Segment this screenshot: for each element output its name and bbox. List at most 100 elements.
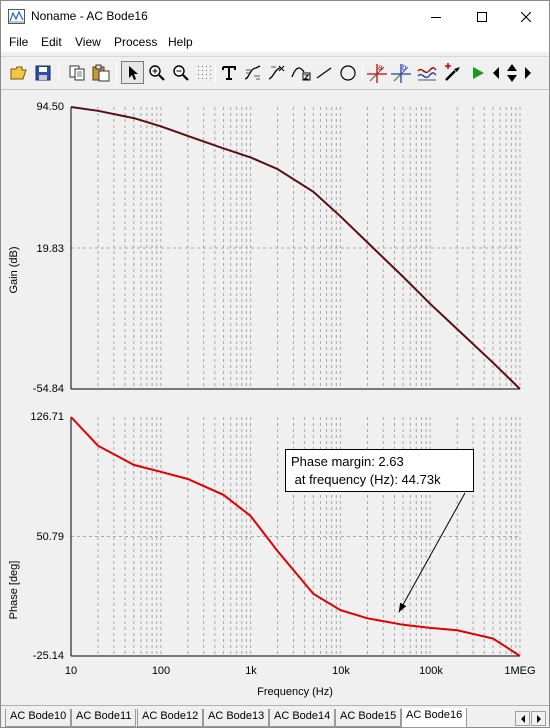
text-button[interactable] [217, 61, 240, 84]
toolbar-separator [58, 63, 59, 83]
svg-text:b: b [402, 63, 407, 72]
phase-axis-label: Phase [deg] [8, 561, 20, 620]
toolbar-separator [116, 63, 117, 83]
minimize-button[interactable] [413, 1, 459, 32]
run-icon [472, 66, 484, 79]
xtick-10k: 10k [332, 665, 350, 677]
x-axis-label: Frequency (Hz) [257, 686, 333, 698]
menu-file[interactable]: File [9, 35, 29, 49]
save-button[interactable] [31, 61, 54, 84]
step-left-icon [493, 66, 499, 79]
run-button[interactable] [466, 61, 489, 84]
probe-icon [444, 62, 460, 81]
maximize-icon [477, 11, 487, 22]
bode-plot-canvas[interactable]: Gain (dB) 94.50 19.83 -54.84 Phase [deg]… [1, 92, 549, 704]
ellipse-button[interactable] [336, 61, 359, 84]
tab-ac-bode16[interactable]: AC Bode16 [401, 708, 468, 728]
pointer-button[interactable] [121, 61, 144, 84]
gain-ytick-top: 94.50 [36, 101, 64, 113]
tab-ac-bode12[interactable]: AC Bode12 [137, 709, 204, 727]
phase-margin-arrow-head [398, 602, 407, 613]
curve-fit-icon [268, 65, 284, 80]
pointer-icon [128, 65, 138, 80]
cursor-b-icon: b [390, 63, 411, 83]
phase-ytick-bottom: -25.14 [33, 650, 64, 662]
tab-ac-bode14[interactable]: AC Bode14 [269, 709, 336, 727]
curve-button[interactable] [241, 61, 264, 84]
cursor-a-button[interactable]: a [365, 61, 388, 84]
menu-help[interactable]: Help [168, 35, 193, 49]
curve-z-button[interactable] [289, 61, 312, 84]
app-icon [8, 9, 25, 24]
open-button[interactable] [7, 61, 30, 84]
zoom-in-button[interactable] [145, 61, 168, 84]
paste-icon [92, 64, 109, 81]
tab-ac-bode13[interactable]: AC Bode13 [203, 709, 270, 727]
toolbar-separator [215, 63, 216, 83]
phase-grid [70, 417, 521, 656]
xtick-1meg: 1MEG [504, 665, 535, 677]
gain-curve [70, 106, 521, 390]
probe-button[interactable] [441, 61, 464, 84]
menu-bar: File Edit View Process Help [1, 32, 549, 52]
chevron-right-icon [536, 714, 541, 723]
tab-ac-bode11[interactable]: AC Bode11 [71, 709, 137, 727]
tab-scroll-right-button[interactable] [531, 711, 546, 726]
step-updown-icon [507, 63, 517, 82]
close-button[interactable] [503, 1, 549, 32]
xtick-1k: 1k [245, 665, 257, 677]
phase-margin-line2: at frequency (Hz): 44.73k [291, 472, 441, 487]
xtick-100k: 100k [419, 665, 443, 677]
phase-ytick-mid: 50.79 [36, 531, 64, 543]
line-button[interactable] [312, 61, 335, 84]
copy-button[interactable] [65, 61, 88, 84]
phase-curve [70, 416, 521, 657]
menu-view[interactable]: View [75, 35, 101, 49]
maximize-button[interactable] [459, 1, 505, 32]
step-left-button[interactable] [489, 61, 503, 84]
step-updown-button[interactable] [505, 61, 519, 84]
open-icon [10, 66, 27, 79]
document-tab-bar: AC Bode10 AC Bode11 AC Bode12 AC Bode13 … [1, 705, 549, 728]
menu-edit[interactable]: Edit [41, 35, 62, 49]
tab-ac-bode10[interactable]: AC Bode10 [5, 709, 72, 727]
waveform-icon [416, 66, 436, 80]
phase-ytick-top: 126.71 [30, 411, 64, 423]
close-icon [521, 11, 531, 22]
window-title: Noname - AC Bode16 [31, 9, 148, 23]
xtick-100: 100 [152, 665, 170, 677]
step-right-button[interactable] [521, 61, 535, 84]
text-icon [221, 65, 236, 80]
cursor-b-button[interactable]: b [389, 61, 412, 84]
gain-grid [70, 107, 521, 389]
tab-ac-bode15[interactable]: AC Bode15 [335, 709, 402, 727]
xtick-10: 10 [65, 665, 77, 677]
zoom-in-icon [148, 64, 165, 81]
zoom-out-icon [172, 64, 189, 81]
tab-scroll-left-button[interactable] [515, 711, 530, 726]
gain-ytick-mid: 19.83 [36, 243, 64, 255]
minimize-icon [431, 16, 441, 18]
grid-icon [197, 65, 211, 79]
step-right-icon [525, 66, 531, 79]
waveform-button[interactable] [415, 61, 438, 84]
curve-fit-button[interactable] [265, 61, 288, 84]
grid-button[interactable] [193, 61, 216, 84]
gain-axis-label: Gain (dB) [8, 246, 20, 293]
menu-process[interactable]: Process [114, 35, 158, 49]
cursor-a-icon: a [366, 63, 387, 83]
paste-button[interactable] [89, 61, 112, 84]
phase-margin-annotation[interactable]: Phase margin: 2.63 at frequency (Hz): 44… [285, 449, 474, 492]
save-icon [35, 65, 50, 80]
title-bar[interactable]: Noname - AC Bode16 [1, 1, 549, 32]
svg-text:a: a [378, 63, 383, 72]
toolbar: a b [1, 56, 549, 90]
curve-z-icon [290, 66, 310, 80]
toolbar-separator [362, 63, 363, 83]
bode-plot-area[interactable]: Gain (dB) 94.50 19.83 -54.84 Phase [deg]… [1, 92, 549, 704]
line-icon [316, 67, 331, 78]
ellipse-icon [339, 64, 356, 81]
curve-icon [244, 64, 260, 80]
zoom-out-button[interactable] [169, 61, 192, 84]
